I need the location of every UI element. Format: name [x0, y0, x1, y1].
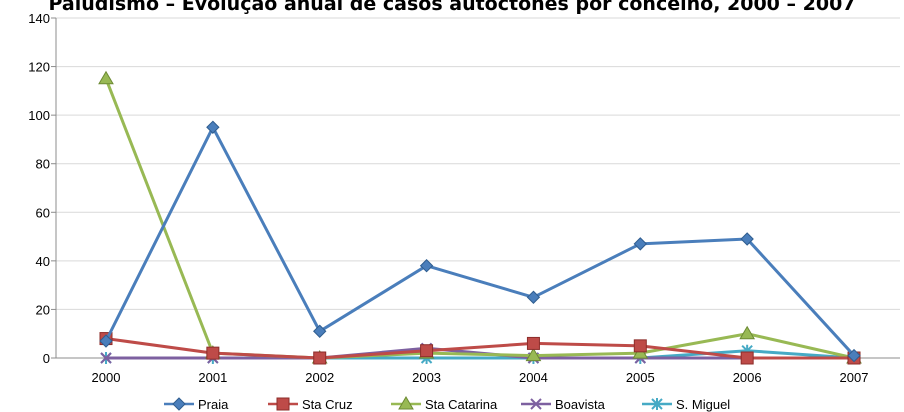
y-tick-label: 20 — [36, 302, 50, 317]
y-axis-ticks: 0 20 40 60 80 100 120 140 — [28, 11, 57, 366]
data-point — [98, 70, 114, 85]
series-layer — [98, 70, 862, 365]
legend-item: S. Miguel — [642, 397, 730, 412]
legend-item: Sta Cruz — [268, 397, 353, 412]
data-point — [206, 346, 220, 360]
y-tick-label: 40 — [36, 254, 50, 269]
data-point — [419, 259, 434, 273]
legend-label: S. Miguel — [676, 397, 730, 412]
legend-label: Praia — [198, 397, 229, 412]
x-tick-label: 2001 — [198, 370, 227, 385]
data-point — [526, 336, 540, 350]
chart-title: Paludismo – Evolução anual de casos autó… — [48, 0, 856, 15]
data-point — [633, 339, 647, 353]
data-point — [99, 334, 113, 348]
data-point — [739, 325, 756, 340]
data-point — [633, 237, 648, 251]
legend-marker — [530, 398, 542, 410]
x-tick-label: 2006 — [733, 370, 762, 385]
data-point — [313, 324, 327, 338]
data-point — [740, 232, 754, 246]
x-tick-label: 2007 — [840, 370, 869, 385]
x-axis: 2000 2001 2002 2003 2004 2005 2006 2007 — [56, 357, 900, 385]
series-line — [104, 78, 855, 360]
legend-label: Sta Catarina — [425, 397, 498, 412]
data-point — [206, 120, 220, 134]
data-point — [525, 347, 542, 362]
data-point — [420, 344, 434, 358]
gridlines — [56, 17, 900, 310]
legend-item: Sta Catarina — [391, 396, 498, 412]
data-point — [740, 351, 754, 365]
legend-marker — [172, 397, 186, 411]
y-tick-label: 140 — [28, 11, 50, 26]
y-tick-label: 0 — [43, 351, 50, 366]
series-line — [104, 125, 856, 357]
x-tick-label: 2000 — [92, 370, 121, 385]
y-tick-label: 120 — [28, 60, 50, 75]
legend-item: Praia — [164, 397, 229, 412]
legend: Praia Sta Cruz Sta Catarina Boavista S. Migu… — [164, 396, 730, 412]
data-point — [313, 351, 327, 365]
legend-label: Boavista — [555, 397, 606, 412]
y-tick-label: 80 — [36, 157, 50, 172]
data-point — [100, 352, 112, 364]
x-tick-label: 2005 — [626, 370, 655, 385]
x-tick-label: 2003 — [412, 370, 441, 385]
y-tick-label: 100 — [28, 108, 50, 123]
x-tick-label: 2002 — [305, 370, 334, 385]
legend-marker — [276, 397, 290, 411]
data-point — [847, 348, 861, 363]
legend-marker — [398, 396, 414, 410]
x-tick-label: 2004 — [519, 370, 548, 385]
series-praia — [99, 120, 861, 363]
series-line — [105, 337, 855, 360]
legend-marker — [651, 398, 663, 410]
data-point — [526, 290, 541, 304]
legend-item: Boavista — [521, 397, 606, 412]
legend-label: Sta Cruz — [302, 397, 353, 412]
y-tick-label: 60 — [36, 205, 50, 220]
